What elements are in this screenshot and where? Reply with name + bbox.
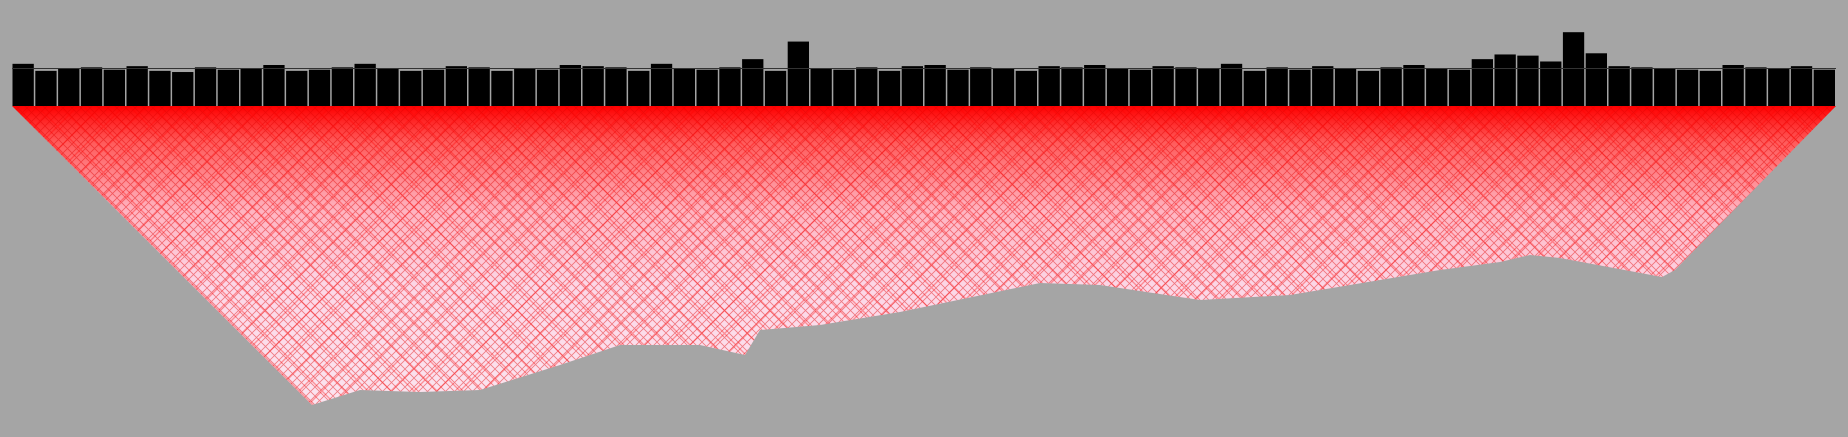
bar <box>764 70 787 106</box>
bar <box>12 63 34 106</box>
bar <box>240 68 262 106</box>
bar <box>354 63 376 106</box>
bar <box>172 72 194 106</box>
bar <box>1038 66 1060 106</box>
bar <box>1380 67 1402 106</box>
bar <box>1015 70 1037 106</box>
bar <box>1243 70 1265 106</box>
bar <box>445 66 467 106</box>
bar <box>1585 53 1607 106</box>
bar <box>514 68 536 106</box>
bar <box>1266 67 1288 106</box>
bar <box>286 70 308 106</box>
bar <box>377 68 399 106</box>
bar <box>1334 68 1357 106</box>
bar <box>856 67 878 106</box>
bar <box>924 65 946 106</box>
bar-track <box>12 32 1836 107</box>
bar <box>1608 66 1630 106</box>
bar <box>1790 66 1813 106</box>
bar <box>787 41 809 107</box>
bar <box>1562 32 1585 107</box>
bar <box>1471 59 1493 106</box>
bar <box>628 70 650 106</box>
bar <box>35 70 57 106</box>
bar <box>833 69 855 106</box>
bar <box>149 70 171 106</box>
bar <box>263 65 285 106</box>
bar <box>1061 67 1083 106</box>
bar <box>901 66 923 106</box>
bar <box>992 68 1015 106</box>
bar <box>970 67 992 106</box>
bar <box>194 67 217 106</box>
bar <box>58 68 80 106</box>
bar <box>400 70 422 106</box>
bar <box>1631 67 1653 106</box>
bar <box>1517 55 1539 106</box>
bar <box>1699 70 1721 106</box>
bar <box>742 59 764 106</box>
bar <box>1289 69 1311 106</box>
bar <box>878 70 901 106</box>
bar <box>650 63 673 106</box>
bar <box>1357 70 1379 106</box>
bar <box>1312 66 1334 106</box>
bar <box>605 67 627 106</box>
bar <box>1813 69 1835 106</box>
bar <box>217 69 239 106</box>
bar <box>1540 61 1562 106</box>
bar <box>719 67 741 106</box>
bar <box>1494 54 1516 106</box>
bar <box>422 69 445 106</box>
bar <box>1084 65 1106 106</box>
bar <box>1175 67 1197 106</box>
bar <box>810 68 832 106</box>
bar <box>673 68 695 106</box>
bar <box>536 69 559 106</box>
bar <box>80 67 103 106</box>
bar <box>1745 67 1767 106</box>
bar <box>947 69 969 106</box>
bar <box>468 67 490 106</box>
bar <box>1448 69 1471 106</box>
bar <box>1722 65 1744 106</box>
bar <box>1129 69 1151 106</box>
bar <box>491 70 513 106</box>
bar <box>1768 68 1790 106</box>
bar <box>559 65 581 106</box>
bar <box>308 69 331 106</box>
bar <box>1676 69 1699 106</box>
bar <box>1220 63 1243 106</box>
bar <box>1654 68 1676 106</box>
bar <box>696 69 718 106</box>
bar <box>103 69 125 106</box>
bar <box>331 67 353 106</box>
bar <box>1426 68 1448 106</box>
bar <box>1106 68 1129 106</box>
bar <box>1403 65 1425 106</box>
bar <box>1198 68 1220 106</box>
bar <box>1152 66 1174 106</box>
heatmap <box>12 106 1836 405</box>
bar <box>582 66 604 106</box>
bar <box>126 66 148 106</box>
